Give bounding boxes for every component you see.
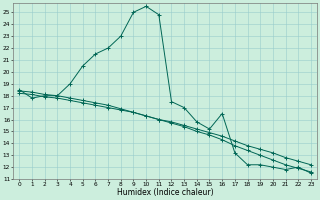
X-axis label: Humidex (Indice chaleur): Humidex (Indice chaleur)	[117, 188, 213, 197]
